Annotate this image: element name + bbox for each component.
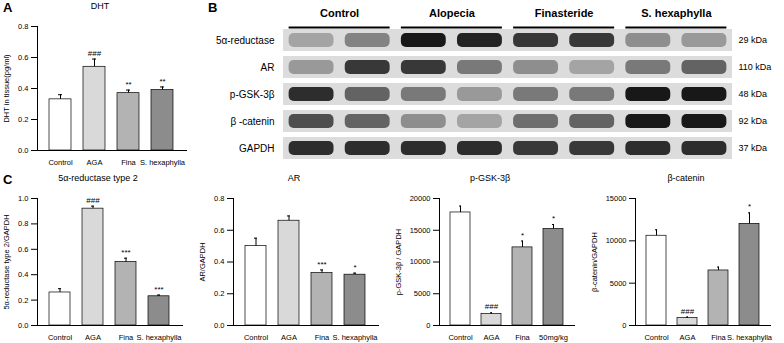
svg-text:Control: Control [644, 333, 669, 342]
svg-text:0.2: 0.2 [214, 289, 224, 298]
svg-text:5000: 5000 [610, 279, 627, 288]
svg-text:0: 0 [622, 321, 626, 330]
svg-text:**: ** [125, 80, 131, 89]
svg-text:Control: Control [244, 333, 269, 342]
svg-text:AGA: AGA [680, 333, 696, 342]
svg-text:0.2: 0.2 [18, 296, 28, 305]
svg-text:Fina: Fina [711, 333, 726, 342]
svg-text:0.4: 0.4 [18, 84, 28, 93]
svg-text:0.6: 0.6 [18, 53, 28, 62]
svg-text:20000: 20000 [410, 194, 431, 203]
svg-text:AGA: AGA [87, 158, 103, 167]
svg-text:***: *** [154, 285, 163, 294]
svg-text:AGA: AGA [484, 333, 500, 342]
svg-text:37 kDa: 37 kDa [739, 143, 768, 153]
html-text:B: B [208, 0, 218, 15]
svg-text:0.8: 0.8 [214, 194, 224, 203]
svg-text:Fina: Fina [121, 158, 136, 167]
svg-text:50mg/kg: 50mg/kg [539, 333, 568, 342]
html-text:5α-reductase type 2: 5α-reductase type 2 [58, 173, 138, 183]
svg-text:β -catenin: β -catenin [230, 116, 274, 127]
svg-text:p-GSK-3β / GAPDH: p-GSK-3β / GAPDH [394, 229, 403, 295]
svg-text:0.8: 0.8 [18, 219, 28, 228]
svg-text:0.6: 0.6 [214, 226, 224, 235]
html-text:β-catenin: β-catenin [667, 173, 705, 183]
svg-text:10000: 10000 [606, 236, 627, 245]
svg-text:15000: 15000 [410, 226, 431, 235]
svg-text:AGA: AGA [281, 333, 297, 342]
svg-text:AGA: AGA [85, 333, 101, 342]
html-text:AR: AR [287, 173, 301, 183]
svg-text:0.6: 0.6 [18, 245, 28, 254]
svg-text:###: ### [485, 302, 499, 311]
svg-text:***: *** [317, 259, 326, 268]
svg-text:S. hexaphylla: S. hexaphylla [727, 333, 773, 342]
svg-text:**: ** [159, 77, 165, 86]
svg-text:0.4: 0.4 [18, 270, 28, 279]
svg-text:p-GSK-3β: p-GSK-3β [230, 89, 275, 100]
svg-text:*: * [552, 214, 555, 223]
html-text:p-GSK-3β: p-GSK-3β [469, 173, 511, 183]
svg-text:5α-reductase type 2/GAPDH: 5α-reductase type 2/GAPDH [2, 214, 11, 309]
svg-text:0.0: 0.0 [18, 146, 28, 155]
svg-text:###: ### [86, 196, 100, 205]
svg-text:Control: Control [48, 333, 73, 342]
svg-text:29 kDa: 29 kDa [739, 35, 768, 45]
svg-text:Alopecia: Alopecia [429, 7, 476, 19]
html-text:DHT: DHT [90, 1, 110, 11]
svg-text:*: * [521, 231, 524, 240]
svg-text:Control: Control [48, 158, 73, 167]
svg-text:0.0: 0.0 [214, 321, 224, 330]
svg-text:Fina: Fina [315, 333, 330, 342]
svg-text:AR: AR [261, 62, 275, 73]
svg-text:10000: 10000 [410, 257, 431, 266]
svg-text:S. hexaphylla: S. hexaphylla [140, 158, 186, 167]
svg-text:0.0: 0.0 [18, 321, 28, 330]
svg-text:15000: 15000 [606, 194, 627, 203]
svg-text:Control: Control [448, 333, 473, 342]
svg-text:S. hexaphylla: S. hexaphylla [332, 333, 378, 342]
svg-text:110 kDa: 110 kDa [739, 62, 772, 72]
svg-text:Fina: Fina [119, 333, 134, 342]
svg-text:Fina: Fina [515, 333, 530, 342]
svg-text:Control: Control [320, 7, 359, 19]
svg-text:0.2: 0.2 [18, 115, 28, 124]
svg-text:48 kDa: 48 kDa [739, 89, 768, 99]
svg-text:###: ### [681, 307, 695, 316]
svg-text:5α-reductase: 5α-reductase [216, 35, 275, 46]
svg-text:S. hexaphylla: S. hexaphylla [641, 7, 712, 19]
svg-text:***: *** [121, 248, 130, 257]
svg-text:Finasteride: Finasteride [535, 7, 594, 19]
svg-text:5000: 5000 [414, 289, 431, 298]
html-text:A: A [3, 0, 13, 15]
svg-text:DHT in tissue(pg/ml): DHT in tissue(pg/ml) [2, 54, 11, 123]
svg-text:0.8: 0.8 [18, 22, 28, 31]
svg-text:GAPDH: GAPDH [239, 143, 275, 154]
svg-text:β-catenin/GAPDH: β-catenin/GAPDH [590, 232, 599, 292]
svg-text:0.4: 0.4 [214, 257, 224, 266]
html-text:C: C [3, 172, 13, 187]
svg-text:*: * [748, 202, 751, 211]
svg-text:###: ### [88, 49, 102, 58]
svg-text:S. hexaphylla: S. hexaphylla [136, 333, 182, 342]
svg-text:1.0: 1.0 [18, 194, 28, 203]
svg-text:AR/GAPDH: AR/GAPDH [198, 242, 207, 281]
svg-text:0: 0 [426, 321, 430, 330]
svg-text:92 kDa: 92 kDa [739, 116, 768, 126]
svg-text:*: * [353, 263, 356, 272]
